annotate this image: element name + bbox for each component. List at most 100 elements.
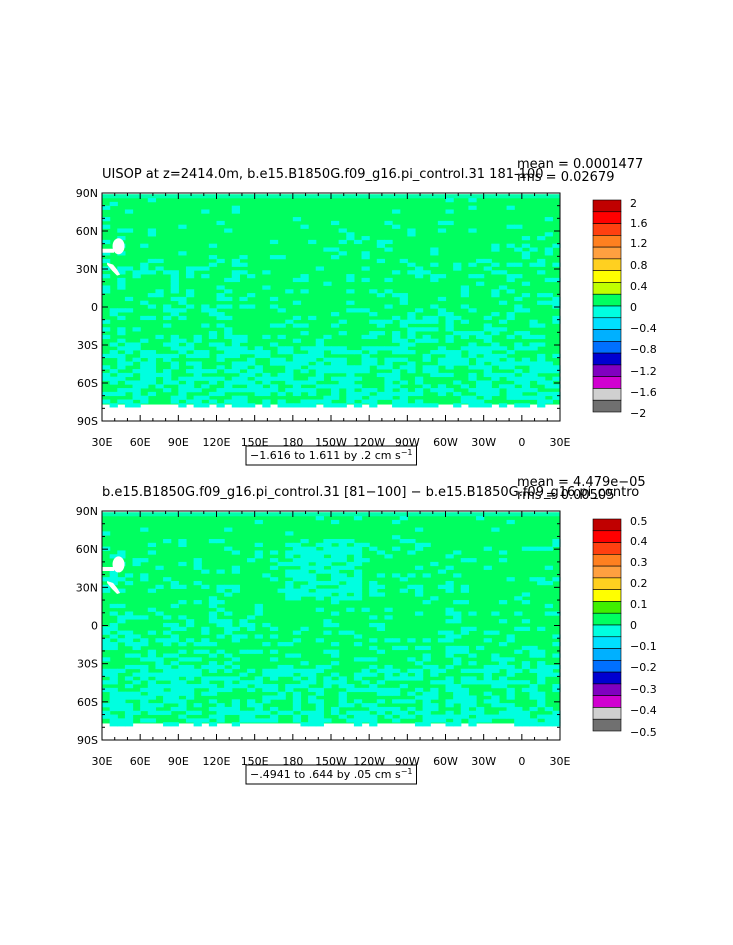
anomaly-cell — [247, 372, 256, 378]
anomaly-cell — [537, 399, 546, 404]
anomaly-cell — [338, 228, 347, 233]
anomaly-cell — [422, 706, 431, 712]
anomaly-cell — [392, 399, 401, 404]
anomaly-cell — [308, 380, 317, 385]
anomaly-cell — [262, 270, 271, 275]
anomaly-cell — [216, 312, 225, 317]
anomaly-cell — [185, 266, 195, 271]
anomaly-cell — [414, 327, 424, 332]
anomaly-cell — [521, 403, 531, 408]
anomaly-cell — [361, 353, 370, 359]
anomaly-cell — [430, 403, 439, 408]
anomaly-cell — [132, 327, 141, 332]
y-tick-label: 60N — [76, 225, 98, 238]
anomaly-cell — [453, 600, 462, 605]
anomaly-cell — [239, 672, 248, 677]
anomaly-cell — [170, 312, 179, 317]
anomaly-cell — [308, 573, 317, 578]
anomaly-cell — [521, 384, 531, 389]
anomaly-cell — [422, 600, 431, 605]
anomaly-cell — [254, 684, 263, 689]
anomaly-cell — [407, 699, 416, 704]
anomaly-cell — [262, 573, 271, 578]
anomaly-cell — [178, 649, 187, 654]
anomaly-cell — [346, 376, 355, 381]
anomaly-cell — [285, 569, 294, 574]
anomaly-cell — [277, 588, 286, 593]
anomaly-cell — [514, 395, 523, 400]
anomaly-cell — [239, 334, 248, 340]
anomaly-cell — [498, 657, 508, 662]
anomaly-cell — [376, 584, 386, 590]
anomaly-cell — [102, 224, 111, 229]
anomaly-cell — [277, 710, 286, 715]
anomaly-cell — [346, 577, 355, 582]
anomaly-cell — [353, 714, 363, 719]
anomaly-cell — [239, 714, 248, 719]
anomaly-cell — [102, 588, 111, 593]
anomaly-cell — [132, 346, 141, 351]
anomaly-cell — [308, 695, 317, 700]
anomaly-cell — [422, 645, 431, 651]
anomaly-cell — [544, 706, 553, 712]
anomaly-cell — [170, 346, 179, 351]
anomaly-cell — [430, 327, 439, 332]
anomaly-cell — [414, 308, 424, 313]
anomaly-cell — [239, 361, 248, 366]
anomaly-cell — [155, 661, 164, 666]
anomaly-cell — [430, 718, 439, 723]
anomaly-cell — [361, 391, 370, 397]
stat-rms: rms = 0.02679 — [517, 170, 614, 185]
anomaly-cell — [529, 645, 538, 651]
anomaly-cell — [537, 699, 546, 704]
anomaly-cell — [331, 672, 340, 677]
anomaly-cell — [392, 718, 401, 723]
anomaly-cell — [498, 703, 508, 708]
anomaly-cell — [300, 323, 309, 328]
anomaly-cell — [331, 538, 340, 544]
anomaly-cell — [201, 718, 210, 723]
anomaly-cell — [361, 277, 370, 283]
anomaly-cell — [185, 304, 195, 309]
anomaly-cell — [521, 664, 531, 670]
stat-rms: rms = 0.00505 — [517, 488, 614, 503]
anomaly-cell — [117, 281, 126, 286]
anomaly-cell — [506, 376, 515, 381]
anomaly-cell — [269, 323, 279, 328]
anomaly-cell — [224, 527, 233, 532]
anomaly-cell — [346, 607, 355, 612]
anomaly-cell — [231, 380, 240, 385]
anomaly-cell — [193, 361, 202, 366]
anomaly-cell — [102, 274, 111, 279]
anomaly-cell — [124, 403, 134, 408]
anomaly-cell — [460, 331, 469, 336]
anomaly-cell — [414, 611, 424, 616]
anomaly-cell — [521, 680, 531, 685]
anomaly-cell — [529, 706, 538, 712]
anomaly-cell — [407, 538, 416, 544]
anomaly-cell — [491, 376, 500, 381]
anomaly-cell — [292, 353, 302, 359]
anomaly-cell — [468, 274, 477, 279]
anomaly-cell — [552, 391, 561, 397]
anomaly-cell — [292, 592, 302, 597]
anomaly-cell — [239, 350, 248, 355]
anomaly-cell — [346, 289, 355, 294]
anomaly-cell — [109, 391, 118, 397]
anomaly-cell — [529, 695, 538, 700]
anomaly-cell — [453, 657, 462, 662]
anomaly-cell — [453, 361, 462, 366]
anomaly-cell — [384, 384, 393, 389]
anomaly-cell — [453, 722, 462, 727]
anomaly-cell — [170, 634, 179, 639]
anomaly-cell — [376, 372, 386, 378]
anomaly-cell — [331, 622, 340, 628]
anomaly-cell — [155, 334, 164, 340]
anomaly-cell — [353, 592, 363, 597]
anomaly-cell — [224, 584, 233, 590]
x-tick-label: 30E — [550, 436, 571, 449]
anomaly-cell — [102, 714, 111, 719]
anomaly-cell — [285, 664, 294, 670]
anomaly-cell — [308, 350, 317, 355]
anomaly-cell — [514, 668, 523, 673]
